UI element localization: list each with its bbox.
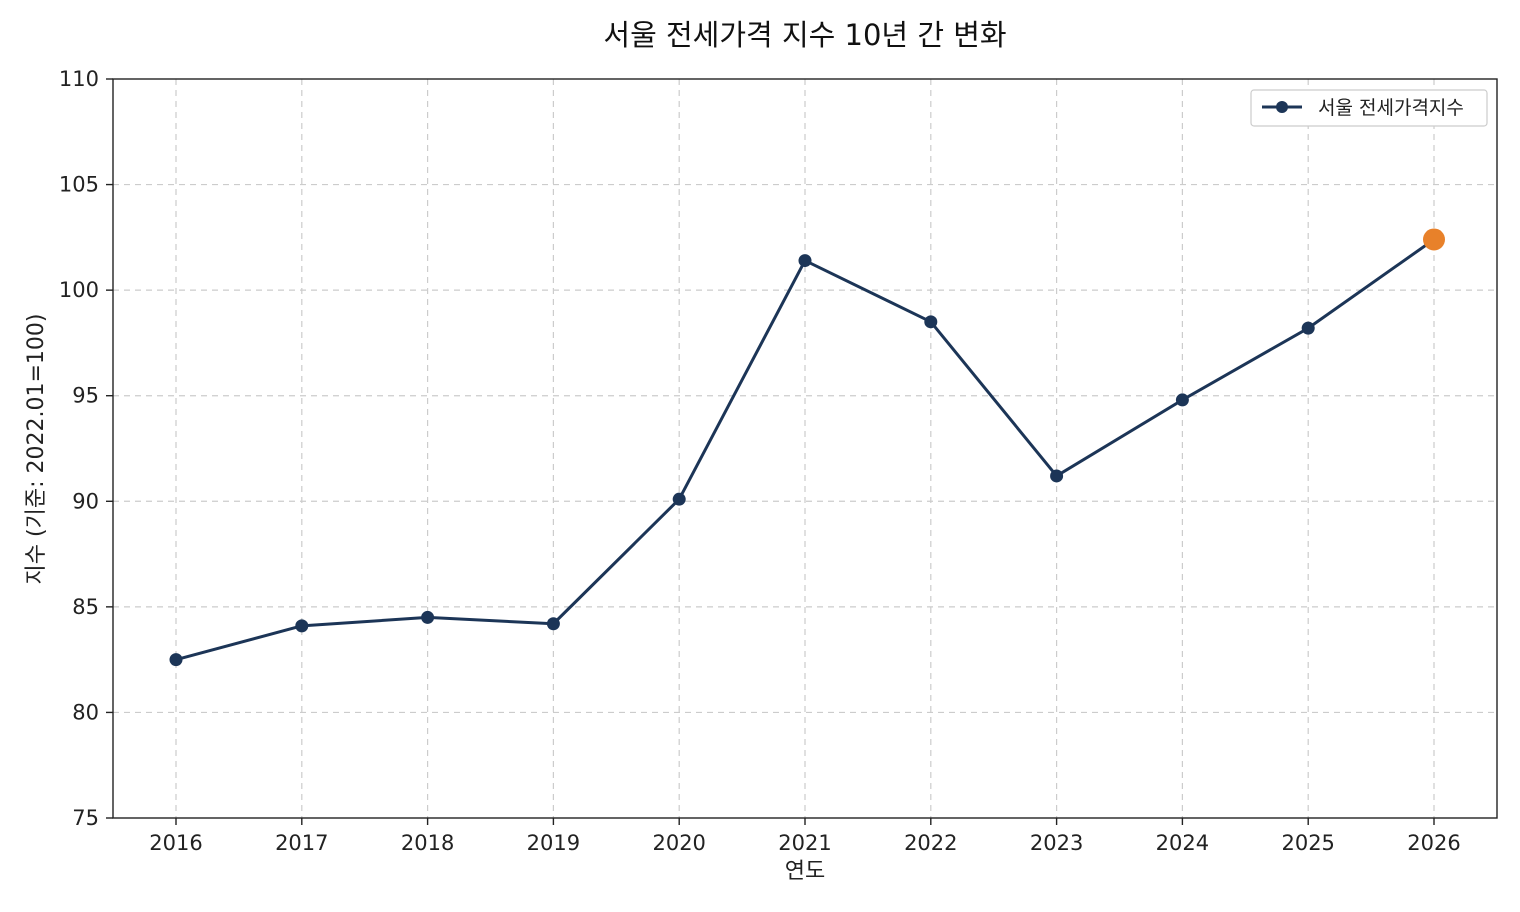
x-tick-label: 2022 (904, 831, 957, 855)
y-tick-label: 110 (59, 67, 99, 91)
legend: 서울 전세가격지수 (1250, 89, 1488, 127)
y-tick-label: 95 (72, 384, 99, 408)
x-tick-label: 2017 (275, 831, 328, 855)
series-layer (169, 228, 1445, 667)
x-tick-label: 2023 (1030, 831, 1083, 855)
highlight-point (1423, 228, 1445, 251)
data-point (1175, 393, 1189, 407)
data-point (421, 610, 435, 624)
data-point (169, 653, 183, 667)
legend-frame (1250, 89, 1488, 127)
y-tick-label: 105 (59, 173, 99, 197)
x-tick-label: 2024 (1156, 831, 1209, 855)
x-axis: 2016 2017 2018 2019 2020 2021 2022 2023 2024 2025… (149, 818, 1461, 855)
y-tick-label: 85 (72, 595, 99, 619)
data-point (924, 315, 938, 329)
x-tick-label: 2026 (1407, 831, 1460, 855)
x-tick-label: 2020 (652, 831, 705, 855)
y-tick-label: 100 (59, 278, 99, 302)
y-tick-label: 80 (72, 700, 99, 724)
legend-series-label: 서울 전세가격지수 (1318, 97, 1464, 119)
y-tick-label: 90 (72, 489, 99, 513)
x-tick-label: 2016 (149, 831, 202, 855)
data-point (546, 617, 560, 631)
data-point (295, 619, 309, 633)
y-axis-title: 지수 (기준: 2022.01=100) (24, 314, 49, 585)
data-point (798, 254, 812, 268)
x-tick-label: 2018 (401, 831, 454, 855)
data-point (1301, 321, 1315, 335)
data-point (672, 492, 686, 506)
chart-title: 서울 전세가격 지수 10년 간 변화 (603, 18, 1006, 52)
x-axis-title: 연도 (785, 859, 825, 884)
legend-series-marker (1276, 101, 1288, 113)
x-tick-label: 2025 (1281, 831, 1334, 855)
x-tick-label: 2021 (778, 831, 831, 855)
y-tick-label: 75 (72, 806, 99, 830)
x-tick-label: 2019 (527, 831, 580, 855)
data-point (1050, 469, 1064, 483)
y-axis: 75 80 85 90 95 100 105 110 (59, 67, 113, 830)
grid-layer (113, 79, 1497, 818)
